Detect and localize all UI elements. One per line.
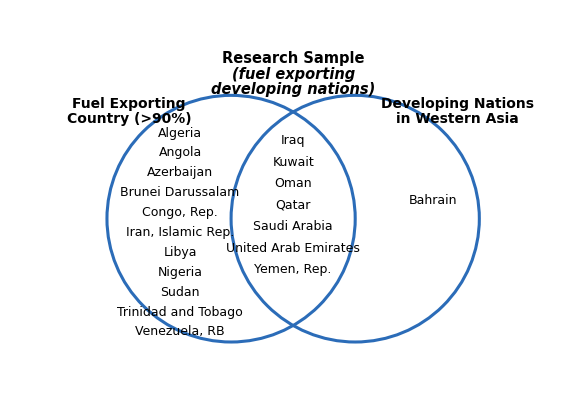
Text: United Arab Emirates: United Arab Emirates bbox=[226, 241, 360, 254]
Text: Venezuela, RB: Venezuela, RB bbox=[136, 325, 225, 337]
Text: Iraq: Iraq bbox=[281, 134, 305, 147]
Text: Fuel Exporting: Fuel Exporting bbox=[73, 97, 186, 110]
Text: Bahrain: Bahrain bbox=[408, 194, 457, 207]
Text: Developing Nations: Developing Nations bbox=[381, 97, 534, 110]
Text: Saudi Arabia: Saudi Arabia bbox=[253, 220, 333, 233]
Text: Azerbaijan: Azerbaijan bbox=[147, 166, 213, 179]
Text: Iran, Islamic Rep.: Iran, Islamic Rep. bbox=[126, 225, 234, 238]
Text: Trinidad and Tobago: Trinidad and Tobago bbox=[117, 305, 243, 318]
Text: in Western Asia: in Western Asia bbox=[396, 112, 519, 126]
Text: Libya: Libya bbox=[164, 245, 197, 258]
Text: Research Sample: Research Sample bbox=[222, 51, 364, 65]
Text: Kuwait: Kuwait bbox=[272, 155, 314, 169]
Text: Sudan: Sudan bbox=[160, 285, 200, 298]
Text: Oman: Oman bbox=[275, 177, 312, 190]
Text: Country (>90%): Country (>90%) bbox=[67, 112, 192, 126]
Text: developing nations): developing nations) bbox=[211, 82, 375, 97]
Text: Qatar: Qatar bbox=[276, 198, 311, 211]
Text: Angola: Angola bbox=[158, 146, 202, 159]
Text: Yemen, Rep.: Yemen, Rep. bbox=[255, 263, 332, 276]
Text: Nigeria: Nigeria bbox=[158, 265, 202, 278]
Text: (fuel exporting: (fuel exporting bbox=[232, 66, 355, 81]
Text: Congo, Rep.: Congo, Rep. bbox=[142, 206, 218, 218]
Text: Brunei Darussalam: Brunei Darussalam bbox=[121, 186, 240, 199]
Text: Algeria: Algeria bbox=[158, 126, 202, 139]
